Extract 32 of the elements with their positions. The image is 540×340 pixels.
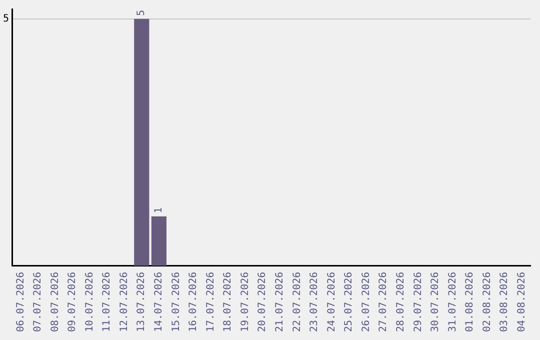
x-tick-label: 10.07.2026 (84, 272, 96, 332)
x-tick-label: 07.07.2026 (32, 272, 44, 332)
x-tick-label: 21.07.2026 (274, 272, 286, 332)
x-tick-label: 08.07.2026 (50, 272, 61, 332)
data-label: 5 (136, 10, 148, 16)
x-tick-label: 15.07.2026 (170, 272, 182, 332)
x-tick-label: 06.07.2026 (15, 272, 26, 332)
x-tick-label: 01.08.2026 (464, 272, 476, 332)
x-tick-label: 24.07.2026 (326, 272, 338, 332)
x-tick-label: 30.07.2026 (430, 272, 442, 332)
x-tick-label: 26.07.2026 (360, 272, 372, 332)
x-tick-label: 18.07.2026 (222, 272, 234, 332)
x-tick-label: 16.07.2026 (188, 272, 200, 332)
x-tick-label: 22.07.2026 (292, 272, 303, 332)
x-tick-label: 11.07.2026 (102, 272, 113, 332)
x-tick-label: 02.08.2026 (482, 272, 493, 332)
x-tick-label: 20.07.2026 (257, 272, 268, 332)
x-tick-label: 19.07.2026 (240, 272, 251, 332)
x-tick-label: 29.07.2026 (412, 272, 424, 332)
x-tick-label: 28.07.2026 (395, 272, 406, 332)
x-tick-label: 09.07.2026 (67, 272, 78, 332)
x-tick-label: 27.07.2026 (378, 272, 390, 332)
x-tick-label: 31.07.2026 (447, 272, 458, 332)
x-tick-label: 04.08.2026 (516, 272, 528, 332)
data-label: 1 (154, 207, 165, 214)
x-tick-label: 25.07.2026 (344, 272, 355, 332)
x-tick-label: 03.08.2026 (499, 272, 510, 332)
x-tick-label: 17.07.2026 (205, 272, 216, 332)
x-tick-label: 12.07.2026 (118, 272, 130, 332)
x-tick-label: 14.07.2026 (154, 272, 165, 332)
x-tick-label: 23.07.2026 (309, 272, 320, 332)
x-tick-label: 13.07.2026 (136, 272, 148, 332)
